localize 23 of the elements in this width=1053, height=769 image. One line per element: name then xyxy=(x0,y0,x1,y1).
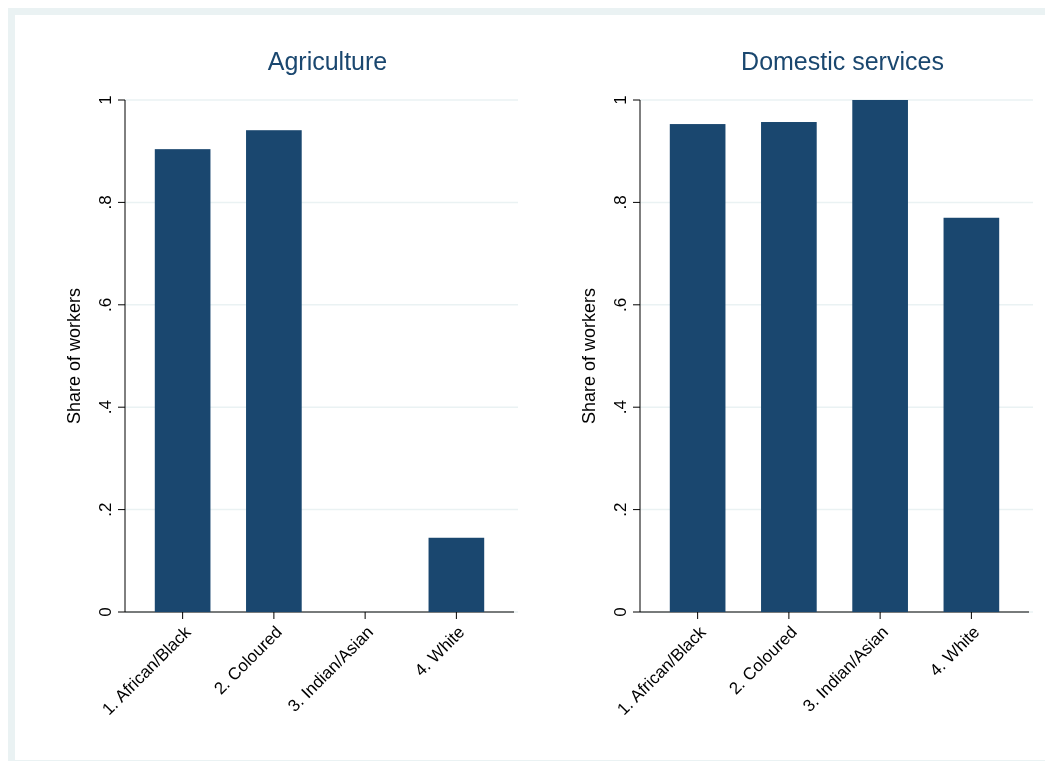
y-tick-label: 1 xyxy=(611,95,630,105)
y-tick-label: .2 xyxy=(611,502,630,517)
bar xyxy=(761,122,817,612)
y-axis-title: Share of workers xyxy=(579,287,599,425)
y-tick-label: .2 xyxy=(96,502,115,517)
y-tick-label: .4 xyxy=(96,400,115,415)
y-tick-label: 0 xyxy=(96,607,115,617)
chart-title: Agriculture xyxy=(267,47,388,75)
bar xyxy=(943,217,1000,612)
bar xyxy=(669,124,726,612)
y-tick-label: .8 xyxy=(96,195,115,210)
bar xyxy=(246,130,302,612)
bar xyxy=(154,149,211,612)
bar xyxy=(428,537,485,612)
y-tick-label: .8 xyxy=(611,195,630,210)
y-tick-label: .6 xyxy=(96,297,115,312)
y-axis-title: Share of workers xyxy=(64,287,84,425)
y-tick-label: .6 xyxy=(611,297,630,312)
y-tick-label: 1 xyxy=(96,95,115,105)
y-tick-label: .4 xyxy=(611,400,630,415)
y-tick-label: 0 xyxy=(611,607,630,617)
bar xyxy=(852,100,908,612)
chart-title: Domestic services xyxy=(741,47,944,75)
